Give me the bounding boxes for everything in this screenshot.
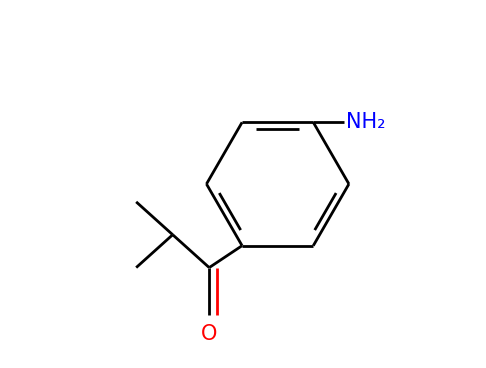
Text: O: O <box>201 324 217 344</box>
Text: NH₂: NH₂ <box>346 112 386 132</box>
